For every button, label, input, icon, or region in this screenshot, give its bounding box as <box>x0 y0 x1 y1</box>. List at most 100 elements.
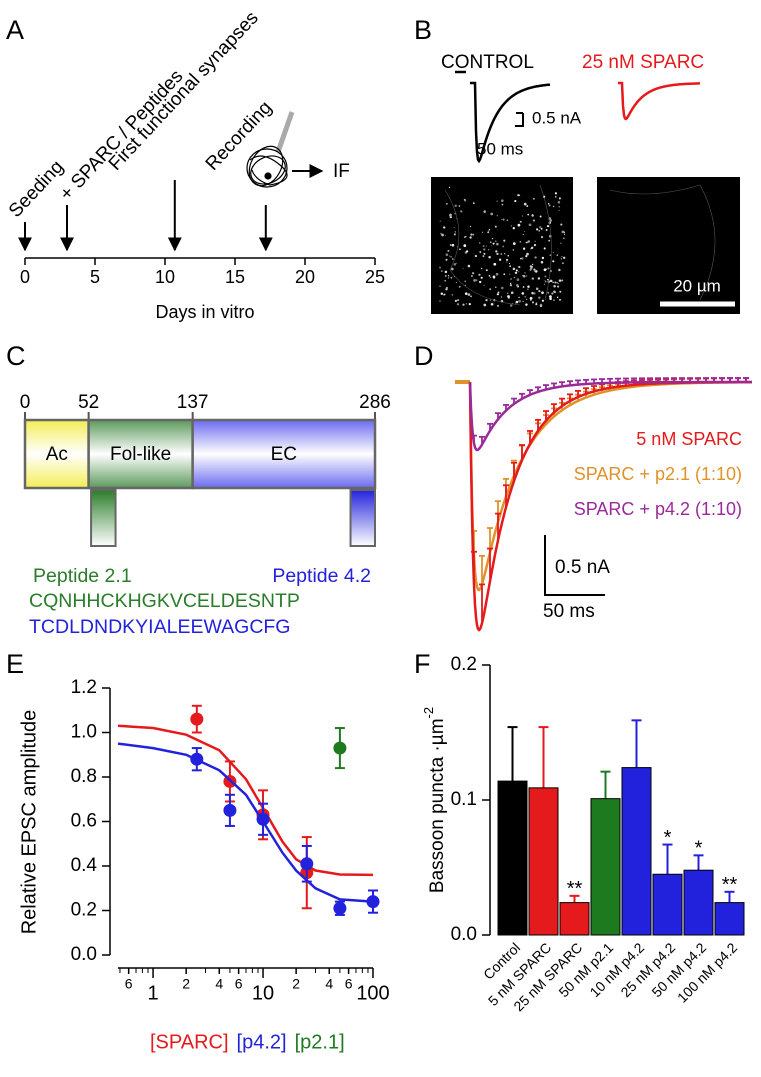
speckle <box>547 278 549 281</box>
peptide-sequence: TCDLDNDKYIALEEWAGCFG <box>29 616 290 638</box>
speckle <box>549 297 552 301</box>
speckle <box>495 286 497 288</box>
speckle <box>464 280 467 283</box>
speckle <box>547 267 550 270</box>
trace-label: SPARC + p2.1 (1:10) <box>574 464 742 484</box>
x-tick-label: 2 <box>182 976 190 992</box>
speckle <box>522 300 524 303</box>
speckle <box>518 299 521 303</box>
panel-label: F <box>414 649 431 679</box>
speckle <box>500 253 503 255</box>
speckle <box>491 245 493 247</box>
speckle <box>501 203 504 206</box>
speckle <box>455 262 457 264</box>
speckle <box>529 265 532 268</box>
trace <box>470 81 551 164</box>
trace <box>618 81 700 121</box>
speckle <box>533 292 536 295</box>
speckle <box>538 290 541 293</box>
speckle <box>507 292 509 294</box>
speckle <box>512 227 515 230</box>
significance: * <box>664 827 672 849</box>
speckle <box>489 276 492 279</box>
speckle <box>458 205 461 207</box>
speckle <box>531 277 535 280</box>
speckle <box>541 291 544 295</box>
speckle <box>552 205 555 208</box>
speckle <box>561 262 564 265</box>
speckle <box>440 270 443 273</box>
speckle <box>444 274 447 278</box>
speckle <box>510 225 513 227</box>
speckle <box>443 293 446 296</box>
speckle <box>553 299 555 302</box>
speckle <box>503 239 506 242</box>
panel-label: C <box>6 341 26 371</box>
bar <box>683 869 714 936</box>
speckle <box>527 213 530 216</box>
speckle <box>465 303 468 305</box>
legend-label: [SPARC] <box>150 1031 229 1053</box>
speckle <box>545 281 547 283</box>
speckle <box>558 197 561 200</box>
speckle <box>450 276 453 279</box>
speckle <box>458 285 461 288</box>
y-axis-label: Relative EPSC amplitude <box>18 710 40 935</box>
speckle <box>469 236 472 239</box>
speckle <box>469 225 472 228</box>
data-point <box>300 857 314 871</box>
speckle <box>448 186 451 189</box>
bar <box>652 873 683 936</box>
peptide-box <box>90 489 117 547</box>
panel-label: E <box>6 649 24 679</box>
speckle <box>452 258 454 260</box>
y-tick-label: 0.4 <box>71 855 98 876</box>
bar <box>528 787 559 936</box>
speckle <box>503 252 506 255</box>
data-point <box>333 741 347 755</box>
peptide-box <box>349 489 376 547</box>
speckle <box>447 249 450 252</box>
speckle <box>490 212 494 216</box>
y-tick-label: 0.2 <box>71 900 97 921</box>
speckle <box>496 252 499 256</box>
peptide-name: Peptide 2.1 <box>33 565 132 587</box>
speckle <box>464 292 468 295</box>
speckle <box>521 215 524 217</box>
speckle <box>547 203 550 205</box>
x-tick-label: 25 <box>365 267 385 287</box>
position-label: 0 <box>20 392 31 413</box>
speckle <box>552 281 554 283</box>
speckle <box>463 244 467 247</box>
speckle <box>529 296 533 300</box>
speckle <box>470 295 472 298</box>
speckle <box>489 299 491 301</box>
speckle <box>451 243 455 247</box>
speckle <box>496 293 499 296</box>
speckle <box>518 265 521 269</box>
speckle <box>443 226 446 229</box>
position-label: 52 <box>78 392 99 413</box>
y-tick-label: 1.2 <box>71 677 97 698</box>
speckle <box>506 261 508 263</box>
speckle <box>471 272 475 275</box>
speckle <box>444 270 448 274</box>
speckle <box>470 233 473 236</box>
scale-label: 50 ms <box>543 601 595 622</box>
domain-label: EC <box>271 444 297 465</box>
speckle <box>503 273 506 276</box>
x-tick-label: 10 <box>252 982 274 1004</box>
speckle <box>555 196 557 198</box>
speckle <box>465 250 469 253</box>
y-tick-label: 1.0 <box>71 722 97 743</box>
speckle <box>518 271 520 273</box>
bar <box>714 902 745 936</box>
speckle <box>518 296 520 299</box>
speckle <box>450 267 454 271</box>
speckle <box>439 220 441 222</box>
speckle <box>478 242 481 244</box>
speckle <box>539 226 542 229</box>
speckle <box>560 242 562 244</box>
speckle <box>549 219 553 222</box>
speckle <box>512 302 514 304</box>
